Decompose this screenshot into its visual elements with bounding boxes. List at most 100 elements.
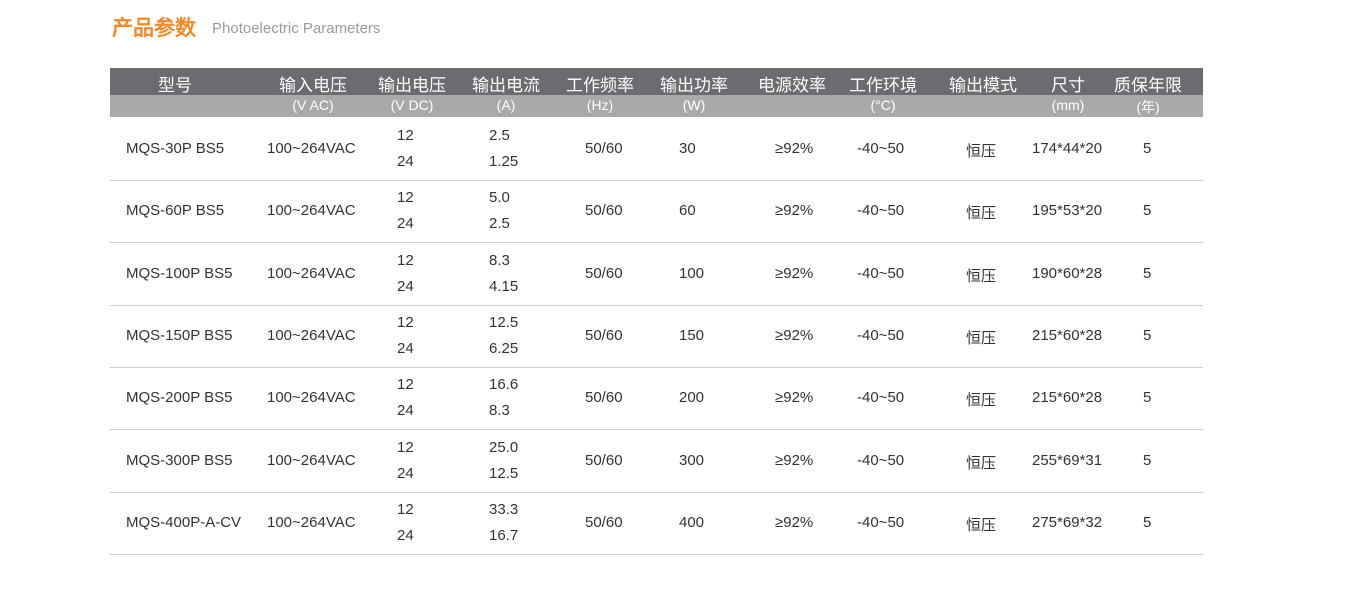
cell-a1: 5.0 (489, 189, 510, 207)
cell-env: -40~50 (857, 140, 905, 157)
cell-env: -40~50 (857, 513, 905, 531)
cell-env: -40~50 (857, 202, 905, 220)
table-header (110, 68, 1203, 95)
cell-a1: 2.5 (489, 127, 510, 144)
cell-freq: 50/60 (585, 140, 623, 157)
column-header: 尺寸 (1051, 76, 1085, 96)
cell-warranty: 5 (1143, 513, 1152, 531)
cell-eff: ≥92% (775, 202, 814, 220)
cell-input: 100~264VAC (267, 451, 356, 469)
cell-v1: 12 (397, 189, 414, 207)
cell-mode: 恒压 (966, 516, 997, 534)
cell-power: 300 (679, 451, 705, 469)
cell-model: MQS-300P BS5 (126, 451, 233, 469)
column-unit: (V AC) (292, 97, 334, 113)
cell-size: 255*69*31 (1032, 451, 1103, 469)
cell-v1: 12 (397, 376, 414, 394)
cell-eff: ≥92% (775, 264, 814, 282)
cell-freq: 50/60 (585, 389, 623, 407)
cell-eff: ≥92% (775, 326, 814, 344)
cell-a2: 4.15 (489, 277, 519, 295)
cell-input: 100~264VAC (267, 140, 356, 157)
column-unit: (W) (682, 97, 706, 113)
cell-a2: 8.3 (489, 402, 510, 420)
cell-env: -40~50 (857, 326, 905, 344)
table-header-units (110, 95, 1203, 117)
column-header: 输入电压 (279, 76, 347, 96)
table-row: MQS-200P BS5 100~264VAC 12 24 16.6 8.3 50/60 20… (110, 367, 1203, 431)
cell-v2: 24 (397, 215, 414, 233)
cell-freq: 50/60 (585, 513, 623, 531)
cell-v2: 24 (397, 526, 414, 544)
cell-freq: 50/60 (585, 202, 623, 220)
cell-env: -40~50 (857, 451, 905, 469)
cell-env: -40~50 (857, 264, 905, 282)
column-header: 工作环境 (849, 76, 917, 96)
cell-v2: 24 (397, 277, 414, 295)
cell-size: 190*60*28 (1032, 264, 1103, 282)
cell-a2: 6.25 (489, 339, 519, 357)
cell-a1: 12.5 (489, 313, 519, 331)
cell-mode: 恒压 (966, 454, 997, 472)
column-unit: (年) (1136, 99, 1160, 115)
cell-model: MQS-200P BS5 (126, 389, 233, 407)
cell-v1: 12 (397, 313, 414, 331)
cell-input: 100~264VAC (267, 202, 356, 220)
cell-a1: 33.3 (489, 500, 519, 518)
cell-freq: 50/60 (585, 451, 623, 469)
section-title: 产品参数 (112, 16, 196, 40)
column-header: 输出电压 (378, 76, 446, 96)
table-row: MQS-150P BS5 100~264VAC 12 24 12.5 6.25 50/60 1… (110, 305, 1203, 368)
cell-v2: 24 (397, 153, 414, 170)
cell-a2: 12.5 (489, 464, 519, 482)
cell-model: MQS-30P BS5 (126, 140, 225, 157)
cell-mode: 恒压 (966, 267, 997, 285)
cell-a2: 1.25 (489, 153, 519, 170)
cell-warranty: 5 (1143, 202, 1152, 220)
cell-v1: 12 (397, 500, 414, 518)
cell-v2: 24 (397, 339, 414, 357)
cell-a2: 2.5 (489, 215, 510, 233)
cell-v2: 24 (397, 464, 414, 482)
cell-mode: 恒压 (966, 392, 997, 410)
cell-model: MQS-150P BS5 (126, 326, 233, 344)
cell-a1: 25.0 (489, 438, 519, 456)
cell-warranty: 5 (1143, 140, 1152, 157)
column-unit: (A) (496, 97, 516, 113)
column-header: 工作频率 (566, 76, 634, 96)
section-subtitle: Photoelectric Parameters (212, 20, 381, 37)
cell-a1: 8.3 (489, 251, 510, 269)
cell-freq: 50/60 (585, 326, 623, 344)
column-unit: (V DC) (390, 97, 434, 113)
column-header: 输出电流 (472, 76, 540, 96)
column-header: 质保年限 (1114, 76, 1182, 96)
cell-power: 100 (679, 264, 705, 282)
cell-input: 100~264VAC (267, 389, 356, 407)
cell-freq: 50/60 (585, 264, 623, 282)
cell-warranty: 5 (1143, 326, 1152, 344)
table-row: MQS-60P BS5 100~264VAC 12 24 5.0 2.5 50/60 60 ≥9… (110, 180, 1203, 244)
cell-size: 195*53*20 (1032, 202, 1103, 220)
cell-warranty: 5 (1143, 389, 1152, 407)
cell-power: 200 (679, 389, 705, 407)
column-header: 输出模式 (949, 76, 1017, 96)
cell-v1: 12 (397, 127, 414, 144)
cell-eff: ≥92% (775, 140, 814, 157)
table-row: MQS-100P BS5 100~264VAC 12 24 8.3 4.15 50/60 10… (110, 243, 1203, 306)
cell-v1: 12 (397, 251, 414, 269)
table-row: MQS-30P BS5 100~264VAC 12 24 2.5 1.25 50/60 30 ≥… (110, 118, 1203, 181)
cell-power: 30 (679, 140, 696, 157)
cell-warranty: 5 (1143, 264, 1152, 282)
cell-power: 60 (679, 202, 696, 220)
cell-a2: 16.7 (489, 526, 519, 544)
cell-size: 215*60*28 (1032, 326, 1103, 344)
cell-size: 215*60*28 (1032, 389, 1103, 407)
column-unit: (°C) (870, 97, 896, 113)
cell-eff: ≥92% (775, 513, 814, 531)
cell-model: MQS-400P-A-CV (126, 513, 242, 531)
cell-a1: 16.6 (489, 376, 519, 394)
column-header: 型号 (158, 76, 192, 96)
table-row: MQS-400P-A-CV 100~264VAC 12 24 33.3 16.7 50/60… (110, 492, 1203, 555)
cell-mode: 恒压 (966, 205, 997, 223)
cell-model: MQS-100P BS5 (126, 264, 233, 282)
